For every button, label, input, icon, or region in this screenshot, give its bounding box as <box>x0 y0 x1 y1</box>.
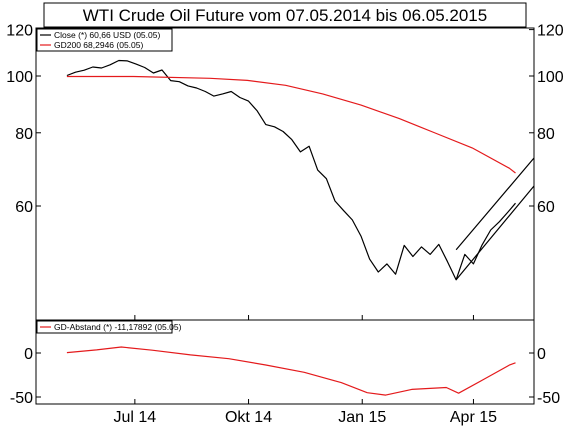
price-ytick-label-left: 80 <box>15 126 33 143</box>
price-legend-box <box>36 28 173 52</box>
price-ytick-label-left: 100 <box>6 69 33 86</box>
price-ytick-label-right: 100 <box>537 69 564 86</box>
chart-title-box: WTI Crude Oil Future vom 07.05.2014 bis … <box>43 2 527 28</box>
distance-legend-label-0: GD-Abstand (*) -11,17892 (05.05) <box>54 322 182 332</box>
distance-legend: GD-Abstand (*) -11,17892 (05.05) <box>36 320 182 334</box>
price-ytick-label-left: 60 <box>15 199 33 216</box>
distance-panel-frame <box>35 319 535 405</box>
distance-ytick-label-left: -50 <box>10 390 33 407</box>
price-ytick-label-right: 60 <box>537 199 555 216</box>
xtick-label: Jul 14 <box>114 409 157 426</box>
trend-channel-lower-line <box>455 185 535 281</box>
distance-ytick-label-right: 0 <box>537 346 546 363</box>
distance-ytick-label-left: 0 <box>24 346 33 363</box>
distance-panel: -50 -50 0 0 GD-Abstand (*) -11,17892 (05.05) <box>10 319 560 407</box>
price-ytick-label-right: 120 <box>537 23 564 40</box>
xtick-label: Okt 14 <box>225 409 272 426</box>
price-series-line-0 <box>66 59 516 281</box>
price-legend-label-0: Close (*) 60,66 USD (05.05) <box>54 30 160 40</box>
xtick-label: Apr 15 <box>450 409 497 426</box>
price-legend-label-1: GD200 68,2946 (05.05) <box>54 40 143 50</box>
xtick-label: Jan 15 <box>338 409 386 426</box>
trend-channel-upper-line <box>455 157 535 251</box>
price-legend: Close (*) 60,66 USD (05.05)GD200 68,2946… <box>36 28 173 52</box>
time-axis: Jul 14 Okt 14 Jan 15 Apr 15 <box>114 315 497 426</box>
distance-series-line-0 <box>66 346 516 396</box>
price-ytick-label-right: 80 <box>537 126 555 143</box>
price-series-line-1 <box>66 75 516 174</box>
price-ytick-label-left: 120 <box>6 23 33 40</box>
chart-title: WTI Crude Oil Future vom 07.05.2014 bis … <box>83 6 487 25</box>
distance-legend-box <box>36 320 173 334</box>
distance-ytick-label-right: -50 <box>537 390 560 407</box>
